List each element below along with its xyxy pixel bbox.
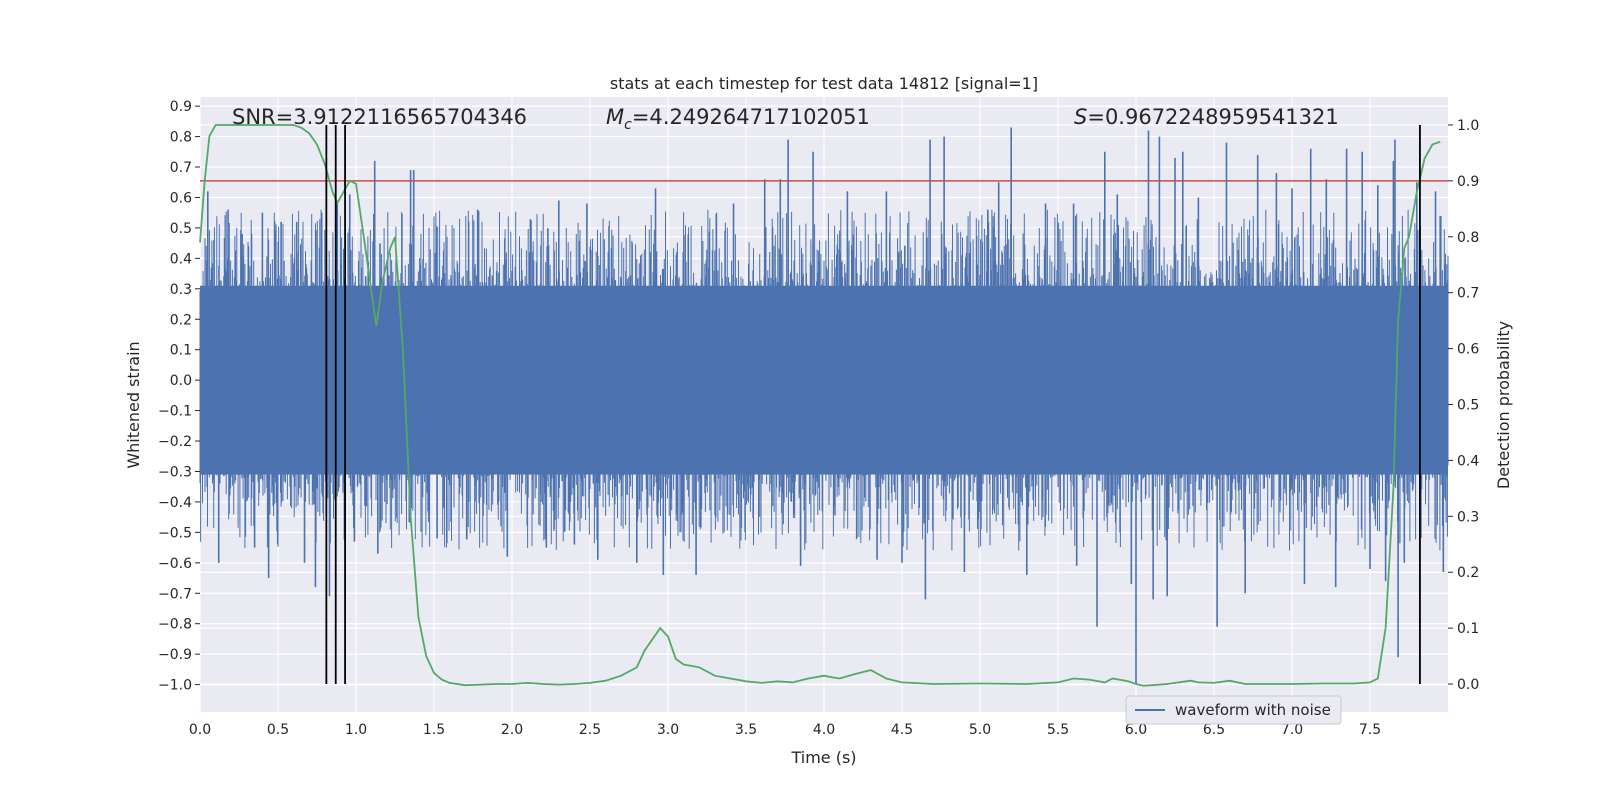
x-axis-ticks: 0.0 0.5 1.0 1.5 2.0 2.5 3.0 3.5 4.0 4.5 5.0 5.5 6.0 6… [189, 722, 1381, 738]
x-tick-label: 6.5 [1203, 722, 1225, 738]
s-symbol: S [1074, 105, 1087, 129]
y-right-tick-label: 0.9 [1457, 174, 1479, 190]
y-left-tick-label: −0.7 [158, 586, 192, 602]
chirp-mass-symbol: M [606, 105, 624, 129]
x-tick-label: 2.5 [579, 722, 601, 738]
x-tick-label: 1.0 [345, 722, 367, 738]
x-tick-label: 0.0 [189, 722, 211, 738]
x-tick-label: 2.0 [501, 722, 523, 738]
x-axis-label: Time (s) [790, 748, 856, 767]
y-right-axis-label: Detection probability [1494, 321, 1513, 489]
y-left-axis-label: Whitened strain [124, 341, 143, 468]
chirp-mass-annotation: Mc=4.249264717102051 [606, 105, 870, 133]
y-left-tick-label: 0.2 [170, 312, 192, 328]
y-right-tick-label: 0.8 [1457, 230, 1479, 246]
y-left-tick-label: 0.7 [170, 160, 192, 176]
x-tick-label: 7.0 [1281, 722, 1303, 738]
y-left-tick-label: 0.3 [170, 282, 192, 298]
x-tick-label: 3.0 [657, 722, 679, 738]
y-left-tick-label: 0.6 [170, 190, 192, 206]
y-right-tick-label: 1.0 [1457, 118, 1479, 134]
y-left-tick-label: −0.2 [158, 434, 192, 450]
x-tick-label: 5.0 [969, 722, 991, 738]
y-left-tick-label: 0.8 [170, 130, 192, 146]
y-right-tick-label: 0.6 [1457, 342, 1479, 358]
y-left-tick-label: −0.3 [158, 464, 192, 480]
vertical-markers [325, 124, 1421, 685]
y-left-tick-label: 0.0 [170, 373, 192, 389]
y-right-tick-label: 0.1 [1457, 621, 1479, 637]
waveform-series [199, 127, 1449, 685]
x-tick-label: 6.0 [1125, 722, 1147, 738]
chirp-mass-subscript: c [624, 117, 632, 133]
y-right-tick-label: 0.3 [1457, 509, 1479, 525]
x-tick-label: 7.5 [1359, 722, 1381, 738]
chirp-mass-value: =4.249264717102051 [632, 105, 870, 129]
y-left-tick-label: 0.4 [170, 251, 192, 267]
s-value: =0.9672248959541321 [1087, 105, 1338, 129]
y-left-tick-label: −0.4 [158, 495, 192, 511]
y-left-tick-label: −0.9 [158, 647, 192, 663]
x-tick-label: 0.5 [267, 722, 289, 738]
snr-annotation: SNR=3.9122116565704346 [232, 105, 527, 129]
legend-box [1125, 695, 1342, 725]
y-left-tick-label: 0.9 [170, 99, 192, 115]
y-left-tick-label: −0.1 [158, 404, 192, 420]
y-left-tick-label: −1.0 [158, 678, 192, 694]
y-right-axis-ticks: 1.0 0.9 0.8 0.7 0.6 0.5 0.4 0.3 0.2 0.1 0.0 [1448, 118, 1479, 693]
y-left-tick-label: −0.8 [158, 617, 192, 633]
x-tick-label: 5.5 [1047, 722, 1069, 738]
x-tick-label: 3.5 [735, 722, 757, 738]
x-tick-label: 1.5 [423, 722, 445, 738]
y-right-tick-label: 0.4 [1457, 453, 1479, 469]
y-left-tick-label: −0.6 [158, 556, 192, 572]
y-left-tick-label: 0.1 [170, 343, 192, 359]
chart-title: stats at each timestep for test data 148… [610, 74, 1038, 93]
y-right-tick-label: 0.5 [1457, 398, 1479, 414]
legend-label: waveform with noise [1175, 701, 1331, 719]
x-tick-label: 4.0 [813, 722, 835, 738]
y-right-tick-label: 0.2 [1457, 565, 1479, 581]
x-tick-label: 4.5 [891, 722, 913, 738]
y-left-axis-ticks: 0.9 0.8 0.7 0.6 0.5 0.4 0.3 0.2 0.1 0.0 −0.1 −0.2 −0… [158, 99, 200, 694]
y-left-tick-label: −0.5 [158, 525, 192, 541]
legend: waveform with noise [1125, 695, 1342, 725]
waveform-trace [199, 209, 1449, 551]
y-left-tick-label: 0.5 [170, 221, 192, 237]
s-annotation: S=0.9672248959541321 [1074, 105, 1339, 129]
y-right-tick-label: 0.7 [1457, 286, 1479, 302]
y-right-tick-label: 0.0 [1457, 677, 1479, 693]
